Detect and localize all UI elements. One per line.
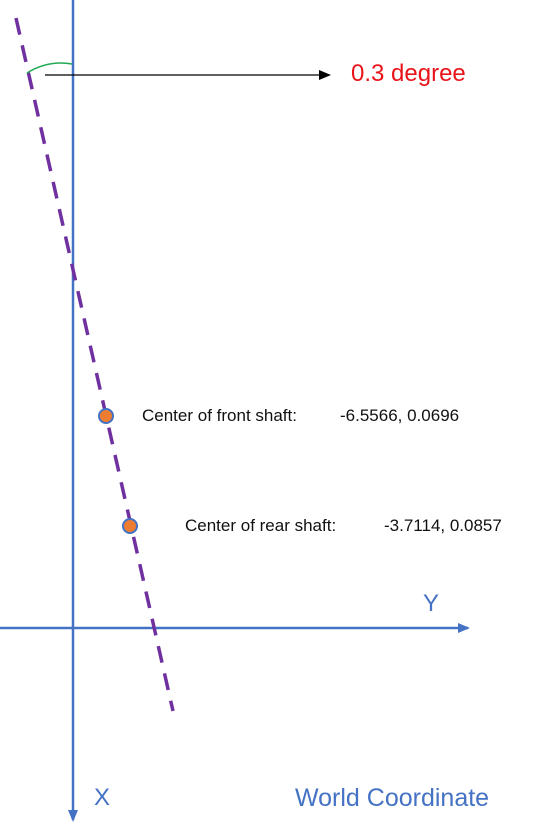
x-axis-label: X: [94, 784, 111, 811]
world-coordinate-label: World Coordinate: [295, 784, 490, 812]
vehicle-axis-dashed-line: [14, 17, 175, 712]
rear-shaft-label: Center of rear shaft:: [185, 516, 337, 535]
y-axis-label: Y: [423, 590, 440, 617]
angle-arc: [26, 62, 73, 74]
rear-shaft-value: -3.7114, 0.0857: [384, 516, 502, 535]
front-shaft-label: Center of front shaft:: [142, 406, 297, 425]
front-shaft-point: [98, 408, 114, 424]
angle-label: 0.3 degree: [351, 60, 466, 87]
front-shaft-value: -6.5566, 0.0696: [340, 406, 460, 425]
rear-shaft-point: [122, 518, 138, 534]
